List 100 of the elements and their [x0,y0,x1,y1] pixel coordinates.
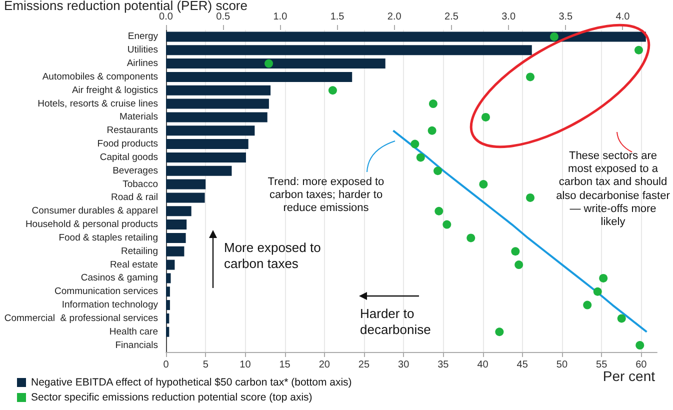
y-tick-label: Hotels, resorts & cruise lines [38,98,158,110]
bar [166,112,268,122]
annotation: Trend: more exposed to carbon taxes; harder to reduce emissions [266,176,386,216]
x-tick-label: 35 [438,360,450,370]
x-tick-label: 15 [279,360,291,370]
bar [166,232,186,243]
bar [166,58,386,69]
y-tick-label: Real estate [110,259,158,270]
x-tick-label: 50 [556,360,568,370]
x-tick-label: 5 [202,360,209,370]
bar [166,300,170,310]
bar [166,220,187,230]
legend-label: Sector specific emissions reduction potential score (top axis) [31,392,312,404]
point [583,300,592,310]
x-tick-label: 20 [318,360,330,370]
bar [166,273,171,284]
point [495,328,504,336]
point [442,220,452,229]
y-tick-label: Food & staples retailing [58,232,158,244]
bar [166,166,232,176]
x-tick-label: 10 [240,360,252,370]
y-tick-label: Automobiles & components [42,71,158,82]
x-tick-label: 60 [636,360,648,370]
bar [166,313,170,324]
annotation: Harder to decarbonise [360,306,432,338]
x-tick-label: 25 [358,360,370,370]
legend-label: Negative EBITDA effect of hypothetical $50 carbon tax* (bottom axis) [31,376,352,388]
point [636,341,644,350]
point [434,166,442,176]
x-axis-title: Per cent [602,368,655,384]
y-tick-label: Health care [109,326,158,338]
y-tick-label: Utilities [127,44,158,56]
x2-axis-title: Emissions reduction potential (PER) score [4,0,248,13]
y-tick-label: Restaurants [106,125,158,136]
bar [166,126,255,136]
point [466,234,476,242]
bar [166,98,269,109]
point [410,140,420,148]
y-tick-label: Consumer durables & apparel [32,206,158,217]
y-tick-label: Communication services [54,286,158,298]
bar [166,32,646,42]
x-tick-label: 55 [596,360,608,370]
point [428,100,438,108]
point [617,314,626,323]
point [593,287,602,296]
annotation: These sectors are most exposed to a carbon tax and should also decarbonise faster — write-offs more likely [556,150,670,230]
point [481,112,490,122]
bar [166,326,170,337]
bar [166,206,192,216]
x2-tick-label: 0.0 [159,12,174,22]
point [416,153,425,162]
y-tick-label: Capital goods [100,152,158,163]
point [328,86,337,95]
bar [166,246,184,256]
annotation: More exposed to carbon taxes [224,240,322,272]
y-tick-label: Financials [115,340,158,351]
point [479,180,488,189]
x-tick-label: 40 [477,360,489,370]
y-tick-label: Air freight & logistics [72,84,158,96]
x2-tick-label: 3.0 [502,12,516,22]
point [634,46,643,54]
y-tick-label: Retailing [121,246,158,257]
point [428,126,436,135]
y-tick-label: Food products [97,138,158,150]
x2-tick-label: 0.5 [216,12,230,22]
x2-tick-label: 3.5 [558,12,574,22]
x2-tick-label: 2.5 [444,12,459,22]
y-tick-label: Casinos & gaming [80,272,158,284]
x2-tick-label: 2.0 [387,12,402,22]
y-tick-label: Materials [119,112,158,123]
point [599,274,608,282]
point [514,260,524,270]
y-tick-label: Household & personal products [25,219,158,230]
point [264,59,274,68]
x-tick-label: 30 [398,360,410,370]
bar [166,72,352,82]
bar [166,85,271,96]
point [511,247,520,256]
point [526,72,535,82]
x2-tick-label: 1.5 [330,12,345,22]
x-tick-label: 45 [516,360,528,370]
x2-tick-label: 4.0 [616,12,630,22]
point [526,193,535,202]
y-tick-label: Tobacco [122,178,158,190]
y-tick-label: Beverages [112,165,158,176]
bar [166,192,205,203]
y-tick-label: Airlines [126,58,158,70]
y-tick-label: Commercial & professional services [4,312,158,324]
bar [166,179,206,190]
y-tick-label: Road & rail [111,192,158,204]
bar [166,152,246,162]
bar [166,139,248,150]
bar [166,45,532,56]
y-tick-label: Energy [128,31,158,42]
y-tick-label: Information technology [62,300,158,311]
x2-tick-label: 1.0 [273,12,288,22]
bar [166,286,170,297]
point [434,206,444,216]
point [550,32,558,41]
x-tick-label: 0 [163,360,170,370]
